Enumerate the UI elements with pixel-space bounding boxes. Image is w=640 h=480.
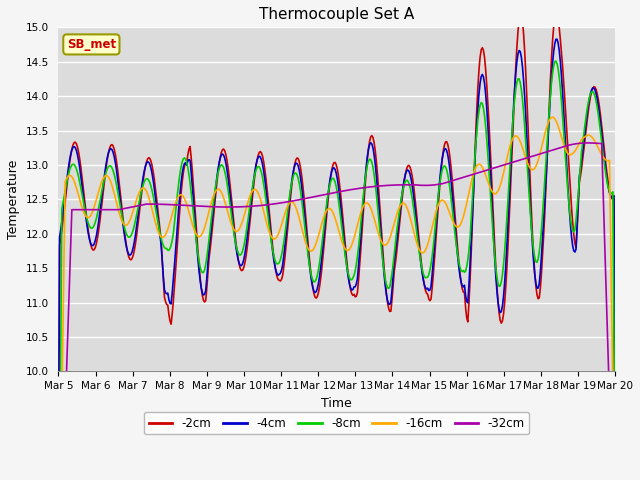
-32cm bbox=[319, 192, 326, 198]
-4cm bbox=[323, 209, 330, 215]
Line: -8cm: -8cm bbox=[58, 61, 615, 480]
-32cm bbox=[356, 185, 364, 191]
-16cm bbox=[511, 133, 518, 139]
-16cm bbox=[319, 217, 326, 223]
-8cm bbox=[599, 148, 607, 154]
-4cm bbox=[356, 249, 364, 254]
-4cm bbox=[511, 86, 518, 92]
-2cm bbox=[356, 263, 364, 269]
Line: -2cm: -2cm bbox=[58, 13, 615, 480]
Line: -16cm: -16cm bbox=[58, 117, 615, 480]
-8cm bbox=[356, 234, 364, 240]
-8cm bbox=[323, 205, 330, 211]
-16cm bbox=[548, 114, 556, 120]
-4cm bbox=[599, 141, 607, 146]
-2cm bbox=[319, 255, 326, 261]
Line: -4cm: -4cm bbox=[58, 39, 615, 480]
-8cm bbox=[386, 284, 394, 290]
-8cm bbox=[552, 58, 560, 64]
Title: Thermocouple Set A: Thermocouple Set A bbox=[259, 7, 414, 22]
-2cm bbox=[386, 309, 394, 314]
-32cm bbox=[511, 159, 518, 165]
-2cm bbox=[599, 132, 607, 138]
-8cm bbox=[611, 477, 619, 480]
Y-axis label: Temperature: Temperature bbox=[7, 160, 20, 239]
-2cm bbox=[511, 86, 518, 92]
-4cm bbox=[386, 301, 394, 307]
-4cm bbox=[319, 244, 326, 250]
Legend: -2cm, -4cm, -8cm, -16cm, -32cm: -2cm, -4cm, -8cm, -16cm, -32cm bbox=[144, 412, 529, 434]
-32cm bbox=[323, 192, 330, 197]
-16cm bbox=[599, 154, 607, 159]
-32cm bbox=[599, 177, 607, 183]
-8cm bbox=[511, 96, 518, 102]
-2cm bbox=[323, 218, 330, 224]
-16cm bbox=[323, 209, 330, 215]
-8cm bbox=[319, 234, 326, 240]
-32cm bbox=[386, 182, 394, 188]
-32cm bbox=[583, 140, 591, 146]
-16cm bbox=[386, 235, 394, 241]
Line: -32cm: -32cm bbox=[58, 143, 615, 480]
-2cm bbox=[552, 11, 560, 16]
-4cm bbox=[553, 36, 561, 42]
-16cm bbox=[356, 214, 364, 220]
Text: SB_met: SB_met bbox=[67, 38, 116, 51]
X-axis label: Time: Time bbox=[321, 396, 352, 410]
